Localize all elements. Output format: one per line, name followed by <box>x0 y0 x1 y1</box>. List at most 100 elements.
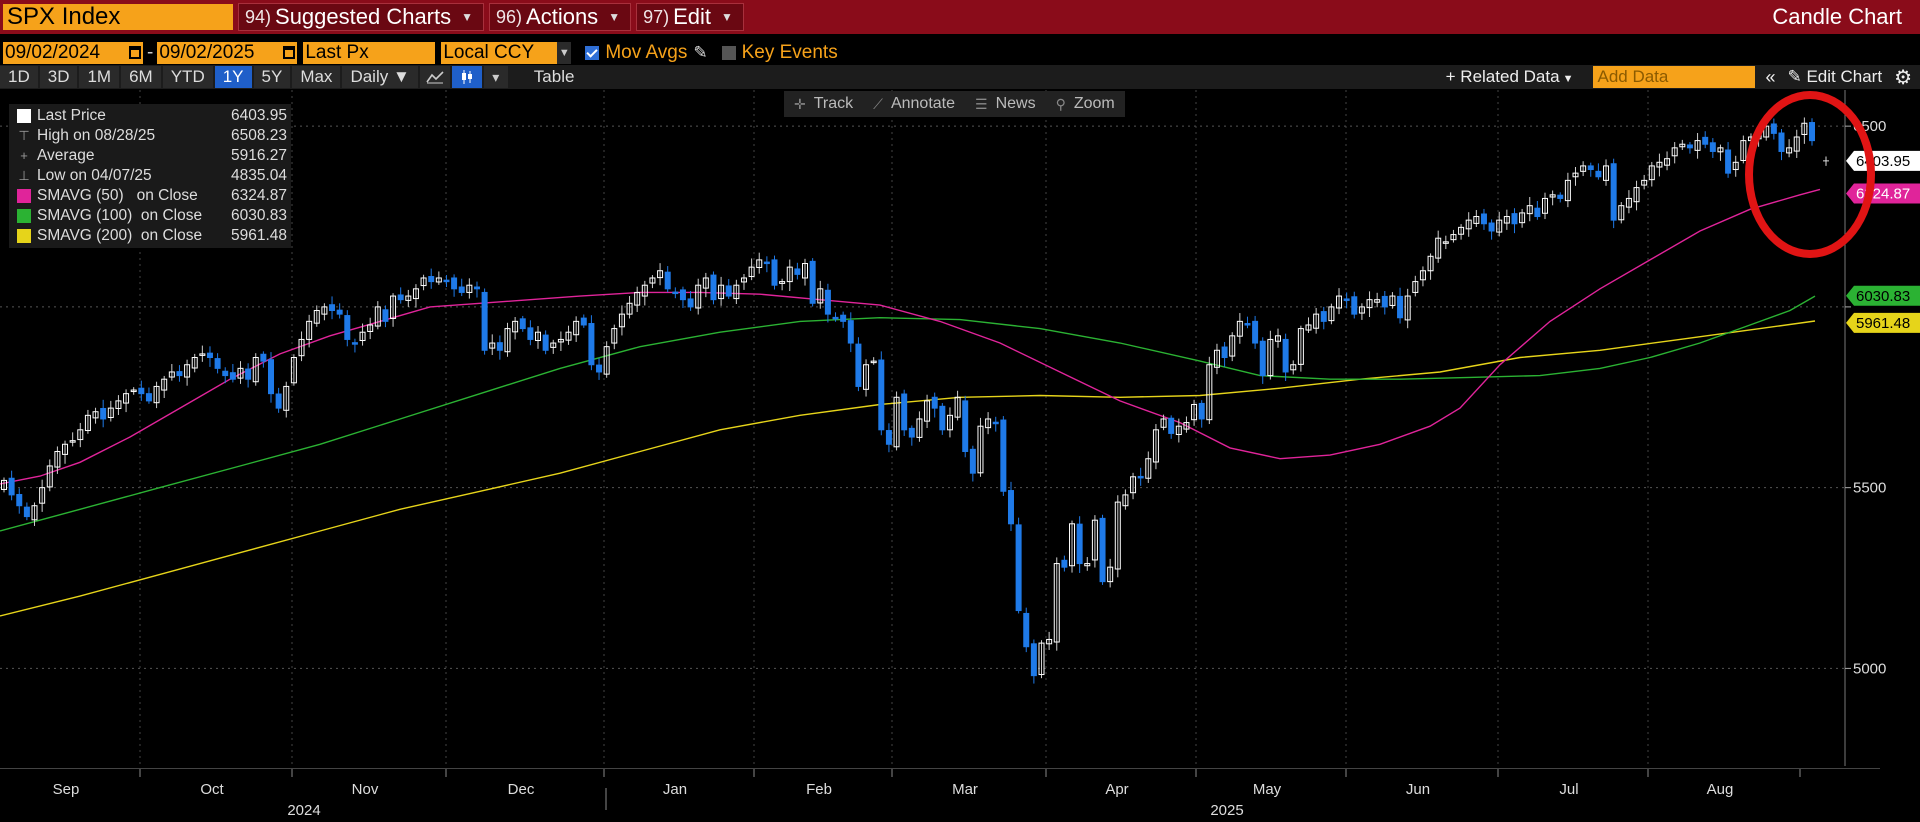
key-events-checkbox[interactable] <box>721 45 736 60</box>
period-6m-button[interactable]: 6M <box>121 66 161 88</box>
candle-body <box>1603 165 1610 181</box>
line-chart-icon[interactable] <box>419 66 450 88</box>
add-data-input[interactable]: Add Data <box>1593 66 1756 88</box>
candle-body <box>702 277 709 289</box>
date-separator: - <box>147 41 154 63</box>
candle-body <box>54 450 61 468</box>
x-month-label: Sep <box>53 781 80 798</box>
candle-body <box>496 342 503 351</box>
candle-body <box>382 309 389 322</box>
edit-menu[interactable]: 97) Edit ▼ <box>636 3 744 31</box>
chart-type-dropdown-icon[interactable]: ▾ <box>483 66 508 88</box>
candle-body <box>1160 418 1167 428</box>
ticker-input[interactable]: SPX Index <box>3 4 233 30</box>
period-ytd-button[interactable]: YTD <box>162 66 213 88</box>
moving-average-lines <box>0 188 1821 617</box>
candle-body <box>1107 566 1114 583</box>
candle-body <box>550 342 557 348</box>
news-tool[interactable]: ☰ News <box>965 95 1046 113</box>
dropdown-arrow-icon[interactable]: ▼ <box>557 41 572 64</box>
candle-body <box>1389 295 1396 306</box>
legend-row-average: + Average 5916.27 <box>13 146 287 166</box>
candle-chart-icon[interactable] <box>451 66 482 88</box>
candle-body <box>649 277 656 284</box>
currency-select[interactable]: Local CCY ▼ <box>441 41 572 64</box>
end-date-value: 09/02/2025 <box>159 41 255 63</box>
candle-body <box>1061 559 1068 568</box>
candle-body <box>962 400 969 452</box>
candle-body <box>298 338 305 357</box>
candle-body <box>1130 476 1137 494</box>
track-tool[interactable]: ✛ Track <box>784 95 863 113</box>
calendar-icon[interactable] <box>129 45 141 59</box>
field-select[interactable]: Last Px <box>303 41 436 64</box>
zoom-tool[interactable]: ⚲ Zoom <box>1046 95 1125 113</box>
candle-body <box>1099 517 1106 583</box>
candle-body <box>1084 563 1091 567</box>
legend-row-sma200: SMAVG (200) on Close 5961.48 <box>13 226 287 246</box>
candle-body <box>344 315 351 340</box>
table-button[interactable]: Table <box>533 67 575 86</box>
candle-body <box>123 393 130 404</box>
period-1d-button[interactable]: 1D <box>0 66 38 88</box>
edit-chart-button[interactable]: ✎ Edit Chart <box>1780 67 1891 87</box>
start-date-input[interactable]: 09/02/2024 <box>3 41 143 64</box>
collapse-double-chevron-icon[interactable]: « <box>1765 66 1776 87</box>
legend-label: Low on 04/07/25 <box>37 167 152 184</box>
candle-body <box>740 277 747 283</box>
candle-body <box>481 291 488 351</box>
suggested-charts-menu[interactable]: 94) Suggested Charts ▼ <box>238 3 485 31</box>
legend-value: 5916.27 <box>230 147 287 164</box>
candle-body <box>664 271 671 290</box>
caret-down-icon: ▼ <box>608 10 621 24</box>
candle-body <box>1450 234 1457 241</box>
candle-body <box>161 378 168 391</box>
menu-label: Suggested Charts <box>275 4 452 29</box>
candle-body <box>1053 563 1060 643</box>
candle-body <box>1076 523 1083 565</box>
x-month-label: Feb <box>806 781 832 798</box>
x-month-label: May <box>1253 781 1282 798</box>
period-5y-button[interactable]: 5Y <box>253 66 291 88</box>
related-data-button[interactable]: + Related Data ▼ <box>1436 67 1584 87</box>
related-data-label: Related Data <box>1460 67 1560 86</box>
candle-body <box>420 277 427 287</box>
period-3d-button[interactable]: 3D <box>39 66 78 88</box>
candle-body <box>832 316 839 320</box>
candle-body <box>710 274 717 301</box>
gear-icon[interactable]: ⚙ <box>1894 66 1912 89</box>
candle-body <box>679 289 686 301</box>
x-month-label: Apr <box>1105 781 1128 798</box>
annotate-label: Annotate <box>890 95 956 112</box>
x-axis-labels: Sep Oct Nov Dec Jan Feb Mar Apr May Jun Jul Aug 2024… <box>53 768 1801 819</box>
candle-body <box>1305 324 1312 331</box>
candle-body <box>725 285 732 297</box>
legend-label: Average <box>37 147 95 164</box>
candle-body <box>1282 338 1289 373</box>
calendar-icon[interactable] <box>283 45 296 59</box>
end-date-input[interactable]: 09/02/2025 <box>157 41 298 64</box>
period-1m-button[interactable]: 1M <box>79 66 120 88</box>
candle-body <box>1709 142 1716 152</box>
candle-body <box>786 266 793 283</box>
x-month-label: Mar <box>952 781 978 798</box>
pencil-icon[interactable]: ✎ <box>693 42 708 62</box>
period-max-button[interactable]: Max <box>292 66 341 88</box>
sma50-line <box>0 188 1821 485</box>
actions-menu[interactable]: 96) Actions ▼ <box>489 3 632 31</box>
candle-body <box>1198 402 1205 420</box>
zoom-label: Zoom <box>1073 95 1115 112</box>
menu-label: Edit <box>673 4 712 29</box>
legend-row-sma100: SMAVG (100) on Close 6030.83 <box>13 206 287 226</box>
candle-body <box>1069 523 1076 567</box>
candle-body <box>1030 643 1037 677</box>
x-month-label: Jul <box>1559 781 1578 798</box>
period-1y-button[interactable]: 1Y <box>214 66 252 88</box>
candle-body <box>954 396 961 418</box>
annotate-tool[interactable]: ⟋ Annotate <box>863 95 965 113</box>
candle-body <box>687 298 694 308</box>
value-tag <box>1846 312 1920 333</box>
frequency-select[interactable]: Daily ▼ <box>342 66 418 88</box>
mov-avgs-checkbox[interactable] <box>585 45 600 60</box>
